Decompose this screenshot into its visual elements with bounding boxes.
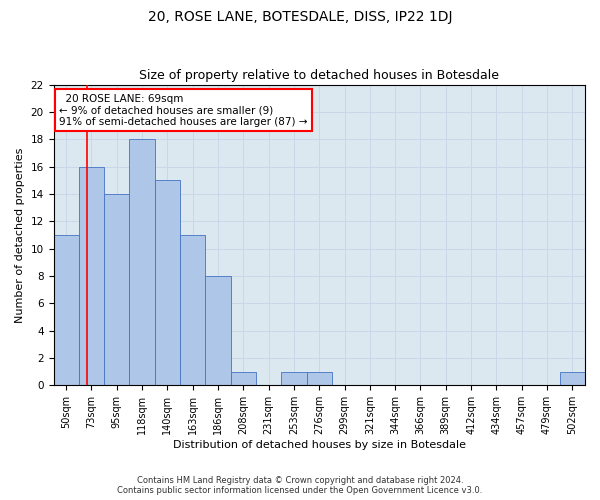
Bar — [205, 276, 230, 386]
Bar — [53, 235, 79, 386]
Bar — [281, 372, 307, 386]
Bar — [104, 194, 130, 386]
Bar — [79, 166, 104, 386]
X-axis label: Distribution of detached houses by size in Botesdale: Distribution of detached houses by size … — [173, 440, 466, 450]
Bar — [130, 139, 155, 386]
Bar — [307, 372, 332, 386]
Bar — [560, 372, 585, 386]
Y-axis label: Number of detached properties: Number of detached properties — [15, 148, 25, 322]
Bar — [180, 235, 205, 386]
Text: 20 ROSE LANE: 69sqm  
← 9% of detached houses are smaller (9)
91% of semi-detach: 20 ROSE LANE: 69sqm ← 9% of detached hou… — [59, 94, 307, 127]
Text: Contains HM Land Registry data © Crown copyright and database right 2024.
Contai: Contains HM Land Registry data © Crown c… — [118, 476, 482, 495]
Bar — [155, 180, 180, 386]
Bar — [230, 372, 256, 386]
Title: Size of property relative to detached houses in Botesdale: Size of property relative to detached ho… — [139, 69, 499, 82]
Text: 20, ROSE LANE, BOTESDALE, DISS, IP22 1DJ: 20, ROSE LANE, BOTESDALE, DISS, IP22 1DJ — [148, 10, 452, 24]
